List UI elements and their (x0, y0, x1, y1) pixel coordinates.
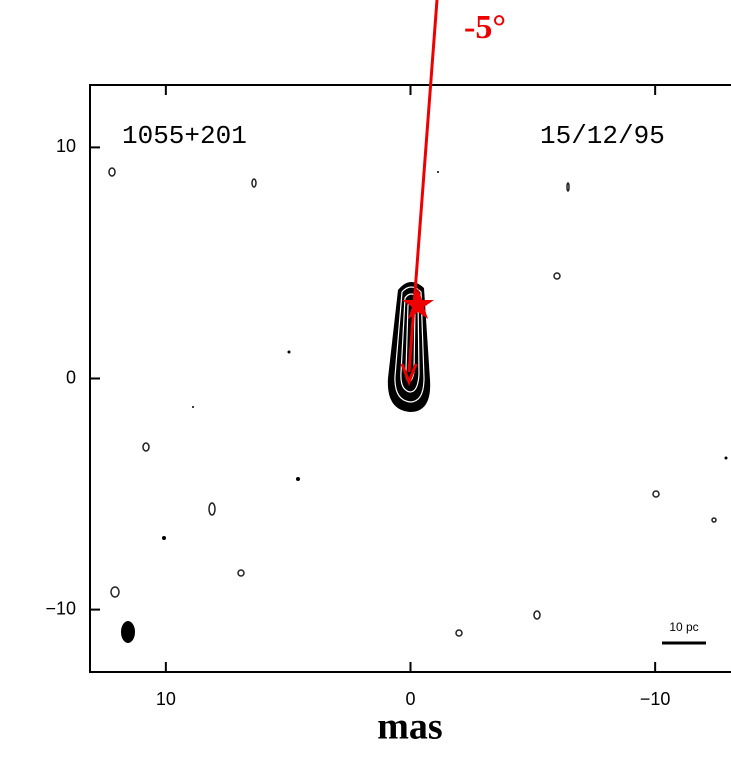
x-tick-label: 10 (156, 689, 176, 709)
x-tick-label: 0 (405, 689, 415, 709)
chart: 10 pc 1055+201 15/12/95 -5° mas 10 0 −10 −1… (0, 0, 731, 775)
scale-label: 10 pc (669, 620, 698, 634)
source-name: 1055+201 (122, 121, 247, 151)
y-tick-label: −10 (45, 598, 76, 618)
x-tick-label: −10 (640, 689, 671, 709)
angle-label: -5° (464, 9, 506, 46)
y-tick-label: 0 (66, 367, 76, 387)
page: 10 pc 1055+201 15/12/95 -5° mas 10 0 −10 −1… (0, 0, 731, 775)
x-axis-label: mas (377, 706, 442, 748)
beam (121, 621, 135, 643)
noise-dots (162, 171, 728, 540)
y-tick-label: 10 (56, 136, 76, 156)
date: 15/12/95 (540, 121, 665, 151)
